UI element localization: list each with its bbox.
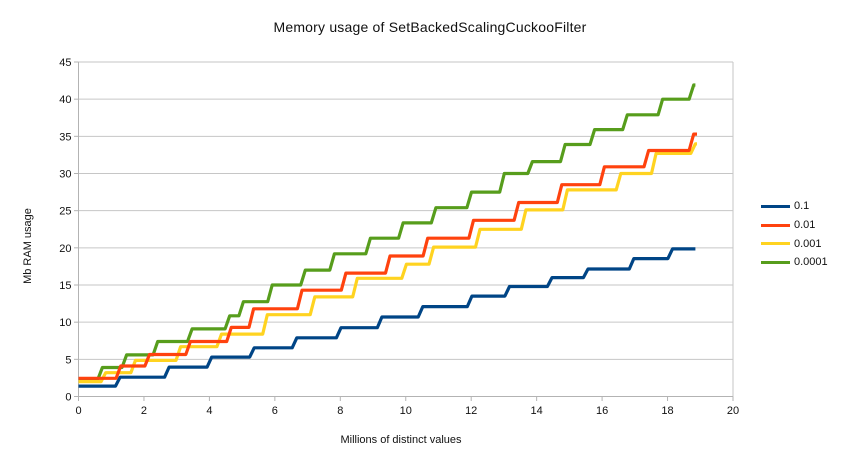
y-tick-label: 10 bbox=[59, 317, 71, 329]
x-tick-label: 0 bbox=[75, 405, 81, 417]
x-tick-label: 12 bbox=[465, 405, 477, 417]
legend-item: 0.0001 bbox=[761, 253, 828, 272]
y-tick-label: 40 bbox=[59, 94, 71, 106]
y-axis-title: Mb RAM usage bbox=[22, 208, 34, 284]
series-line-0.0001 bbox=[78, 83, 696, 381]
y-tick-label: 20 bbox=[59, 243, 71, 255]
tick-labels: 0 5 10 15 20 25 30 35 40 45 0 2 4 6 8 10 12 14 16 18 20 bbox=[59, 57, 739, 417]
series-line-0.1 bbox=[78, 247, 696, 388]
y-tick-label: 0 bbox=[65, 392, 71, 404]
y-tick-label: 5 bbox=[65, 354, 71, 366]
y-tick-label: 25 bbox=[59, 206, 71, 218]
x-tick-label: 14 bbox=[531, 405, 543, 417]
x-tick-label: 16 bbox=[596, 405, 608, 417]
gridlines bbox=[78, 61, 734, 397]
x-tick-label: 8 bbox=[337, 405, 343, 417]
legend-label: 0.01 bbox=[794, 219, 816, 232]
legend-label: 0.0001 bbox=[794, 256, 828, 269]
chart-title: Memory usage of SetBackedScalingCuckooFi… bbox=[273, 19, 587, 35]
y-tick-label: 35 bbox=[59, 131, 71, 143]
x-tick-label: 6 bbox=[272, 405, 278, 417]
x-tick-label: 20 bbox=[727, 405, 739, 417]
y-tick-label: 45 bbox=[59, 57, 71, 69]
x-tick-label: 4 bbox=[206, 405, 212, 417]
legend-item: 0.1 bbox=[761, 197, 828, 216]
x-axis-title: Millions of distinct values bbox=[340, 434, 462, 446]
legend-swatch bbox=[761, 223, 790, 227]
legend-item: 0.01 bbox=[761, 216, 828, 235]
legend-swatch bbox=[761, 204, 790, 208]
y-tick-label: 30 bbox=[59, 169, 71, 181]
series-line-0.001 bbox=[78, 142, 697, 384]
series-line-0.01 bbox=[78, 132, 697, 380]
legend: 0.1 0.01 0.001 0.0001 bbox=[761, 197, 828, 272]
legend-item: 0.001 bbox=[761, 234, 828, 253]
series-lines bbox=[78, 83, 697, 388]
y-tick-label: 15 bbox=[59, 280, 71, 292]
x-tick-label: 10 bbox=[400, 405, 412, 417]
x-tick-label: 2 bbox=[141, 405, 147, 417]
axes bbox=[74, 61, 734, 401]
legend-swatch bbox=[761, 260, 790, 264]
legend-label: 0.1 bbox=[794, 200, 810, 213]
legend-label: 0.001 bbox=[794, 237, 822, 250]
legend-swatch bbox=[761, 242, 790, 246]
x-tick-label: 18 bbox=[661, 405, 673, 417]
